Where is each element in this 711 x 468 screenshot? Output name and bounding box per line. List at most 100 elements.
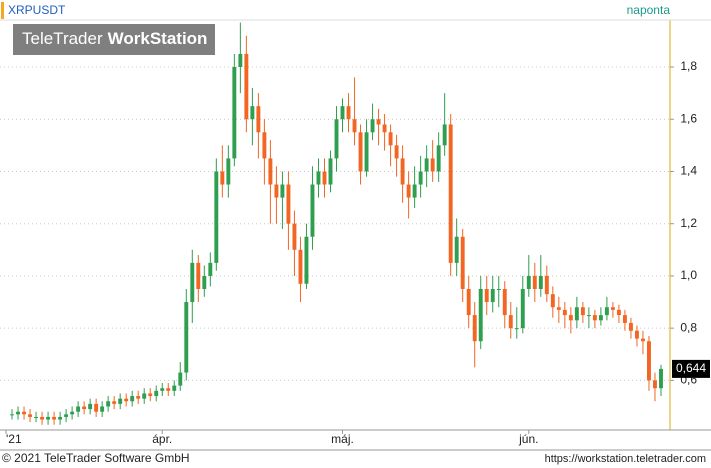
candle-body: [16, 411, 20, 415]
candle-body: [310, 184, 315, 237]
candle-body: [130, 396, 135, 402]
footer-url[interactable]: https://workstation.teletrader.com: [545, 453, 706, 465]
candle-body: [100, 406, 105, 412]
candle-body: [598, 315, 603, 321]
candle-body: [562, 309, 567, 316]
candle-body: [659, 368, 663, 389]
candle-body: [280, 184, 285, 198]
candle-body: [641, 338, 645, 342]
candle-body: [616, 309, 621, 316]
candles: [10, 22, 663, 425]
candle-body: [142, 393, 147, 399]
candle-body: [64, 414, 69, 417]
candle-body: [70, 411, 75, 415]
candle-body: [538, 275, 543, 289]
candle-body: [244, 53, 249, 120]
candle-body: [502, 288, 507, 316]
candle-body: [58, 416, 63, 420]
candle-body: [653, 380, 657, 389]
candle-body: [556, 307, 561, 310]
candle-body: [376, 119, 381, 125]
candle-body: [10, 414, 14, 416]
candle-body: [52, 416, 57, 420]
candle-body: [46, 416, 51, 420]
x-tick-label: '21: [6, 432, 22, 446]
candle-body: [382, 124, 387, 133]
candle-body: [274, 184, 279, 198]
y-tick-label: 1,0: [680, 268, 697, 282]
candle-body: [322, 171, 327, 185]
candle-body: [88, 403, 93, 410]
candle-body: [370, 119, 375, 133]
watermark-box: [13, 24, 215, 55]
candle-body: [400, 158, 405, 185]
symbol: XRPUSDT: [8, 3, 66, 17]
candle-body: [466, 288, 471, 316]
last-price-label: 0,644: [676, 361, 706, 375]
candle-body: [304, 236, 309, 284]
watermark-brand: TeleTrader: [22, 29, 103, 48]
candle-body: [136, 396, 141, 399]
candle-body: [94, 403, 99, 412]
candle-body: [454, 236, 459, 263]
candle-body: [40, 416, 45, 420]
candle-body: [424, 158, 429, 172]
candle-body: [34, 416, 39, 418]
symbol-marker: [1, 2, 4, 19]
candle-body: [508, 315, 513, 329]
candle-body: [250, 106, 255, 120]
candle-body: [226, 158, 231, 185]
candle-body: [496, 288, 501, 290]
candle-body: [406, 184, 411, 198]
y-tick-label: 1,6: [680, 111, 697, 125]
candle-body: [460, 236, 465, 289]
candle-body: [148, 393, 153, 397]
candle-body: [118, 398, 123, 404]
x-tick-label: máj.: [331, 432, 354, 446]
candle-body: [220, 171, 225, 185]
candle-body: [586, 315, 591, 317]
candle-body: [214, 171, 219, 263]
candle-body: [346, 106, 351, 120]
candle-body: [592, 315, 597, 321]
y-tick-label: 1,2: [680, 216, 697, 230]
candle-body: [28, 414, 32, 417]
candle-body: [526, 275, 531, 289]
candle-body: [238, 53, 243, 68]
candle-body: [418, 171, 423, 185]
candle-body: [334, 119, 339, 159]
candle-body: [106, 401, 111, 407]
x-tick-label: jún.: [518, 432, 538, 446]
candle-body: [172, 385, 177, 391]
candle-body: [160, 388, 165, 391]
candle-body: [430, 158, 435, 172]
candle-body: [208, 262, 213, 276]
candle-body: [628, 322, 633, 331]
candle-body: [268, 158, 273, 185]
candle-body: [490, 288, 495, 303]
candle-body: [394, 145, 399, 159]
y-tick-label: 1,4: [680, 164, 697, 178]
candle-body: [544, 275, 549, 295]
candle-body: [358, 132, 363, 172]
candle-body: [647, 341, 651, 381]
candle-body: [412, 184, 417, 198]
candle-body: [232, 67, 237, 159]
x-tick-label: ápr.: [152, 432, 172, 446]
candle-body: [178, 372, 183, 386]
candle-body: [166, 388, 171, 391]
candle-body: [388, 132, 393, 146]
candle-body: [568, 315, 573, 321]
candle-body: [622, 315, 627, 323]
candle-body: [532, 275, 537, 289]
last-price-box: [672, 359, 710, 378]
candle-body: [634, 330, 639, 339]
candle-body: [124, 398, 129, 402]
candle-body: [520, 288, 525, 329]
candle-body: [190, 262, 195, 303]
candle-body: [262, 132, 267, 159]
candle-body: [184, 302, 189, 373]
watermark: TeleTrader WorkStation: [22, 29, 207, 48]
candle-body: [112, 401, 117, 404]
candle-body: [256, 106, 261, 133]
